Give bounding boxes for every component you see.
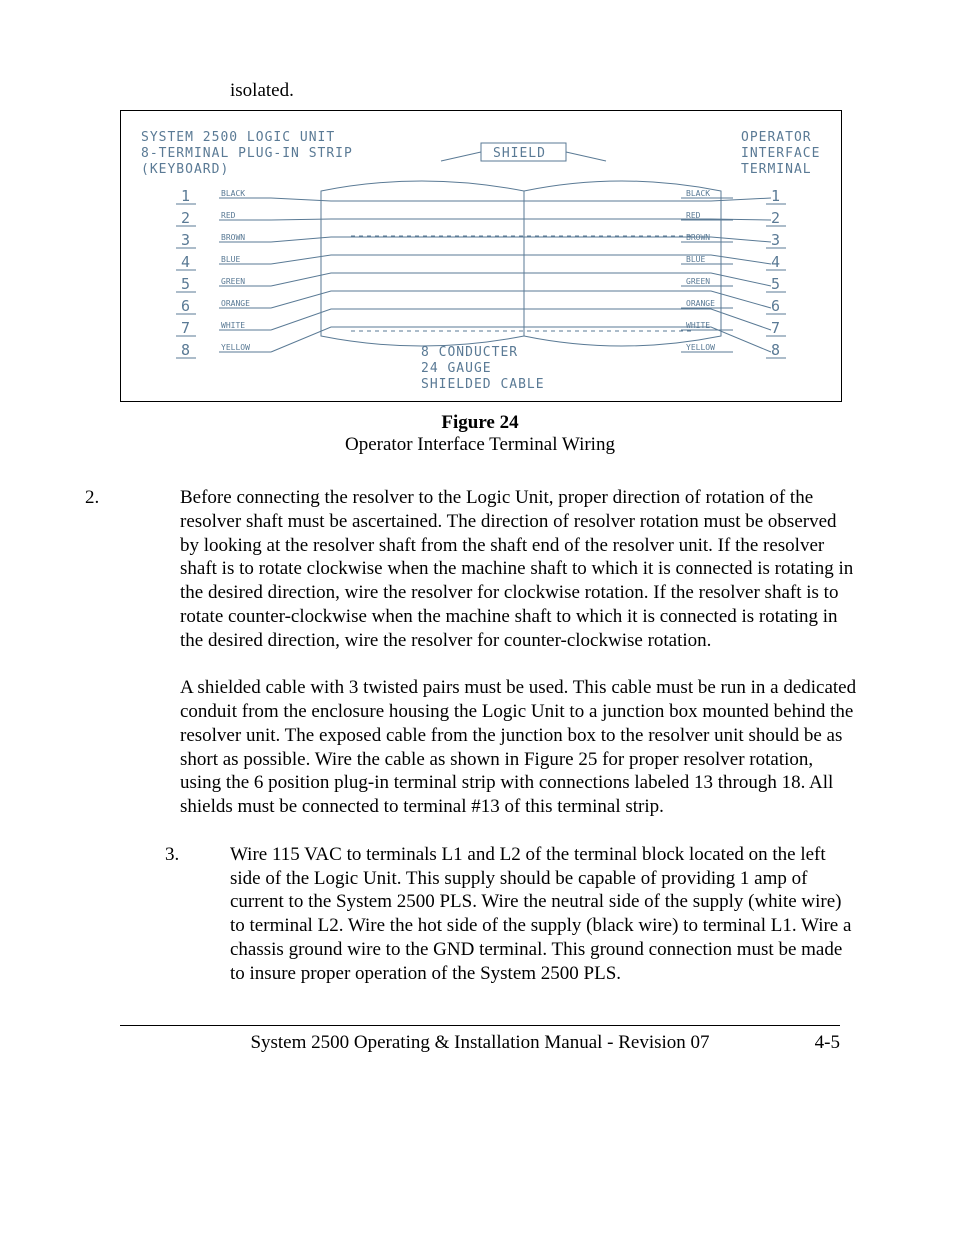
figure-title: Operator Interface Terminal Wiring bbox=[345, 434, 615, 455]
terminal-left-4: 4 bbox=[181, 253, 190, 271]
wiring-figure: SYSTEM 2500 LOGIC UNIT 8-TERMINAL PLUG-I… bbox=[120, 110, 842, 402]
wiring-svg: SYSTEM 2500 LOGIC UNIT 8-TERMINAL PLUG-I… bbox=[121, 111, 841, 401]
item-number: 2. bbox=[85, 486, 180, 819]
fig-left-header-2: 8-TERMINAL PLUG-IN STRIP bbox=[141, 146, 353, 161]
paragraph: Before connecting the resolver to the Lo… bbox=[180, 486, 859, 652]
page-footer: System 2500 Operating & Installation Man… bbox=[120, 1032, 840, 1054]
terminal-right-7: 7 bbox=[771, 319, 780, 337]
center-label-2: 24 GAUGE bbox=[421, 361, 492, 376]
fig-right-header-2: INTERFACE bbox=[741, 146, 820, 161]
terminal-right-4: 4 bbox=[771, 253, 780, 271]
wire-label-left-2: RED bbox=[221, 211, 236, 220]
paragraph: A shielded cable with 3 twisted pairs mu… bbox=[180, 676, 859, 819]
wire-label-left-6: ORANGE bbox=[221, 299, 250, 308]
paragraph: Wire 115 VAC to terminals L1 and L2 of t… bbox=[230, 843, 859, 986]
wire-label-right-3: BROWN bbox=[686, 233, 710, 242]
wire-label-right-7: WHITE bbox=[686, 321, 710, 330]
wire-label-left-8: YELLOW bbox=[221, 343, 250, 352]
terminal-left-8: 8 bbox=[181, 341, 190, 359]
wire-label-left-4: BLUE bbox=[221, 255, 240, 264]
page: isolated. SYSTEM 2500 LOGIC UNIT 8-TERMI… bbox=[0, 0, 954, 1235]
numbered-item-3: 3.Wire 115 VAC to terminals L1 and L2 of… bbox=[135, 843, 859, 986]
terminal-left-3: 3 bbox=[181, 231, 190, 249]
terminal-left-2: 2 bbox=[181, 209, 190, 227]
center-label-3: SHIELDED CABLE bbox=[421, 377, 545, 392]
terminal-left-1: 1 bbox=[181, 187, 190, 205]
wire-label-right-1: BLACK bbox=[686, 189, 710, 198]
wire-label-left-3: BROWN bbox=[221, 233, 245, 242]
terminal-right-8: 8 bbox=[771, 341, 780, 359]
wire-label-right-2: RED bbox=[686, 211, 701, 220]
terminal-right-2: 2 bbox=[771, 209, 780, 227]
item-text: Wire 115 VAC to terminals L1 and L2 of t… bbox=[230, 843, 859, 986]
wire-label-right-6: ORANGE bbox=[686, 299, 715, 308]
wire-label-right-5: GREEN bbox=[686, 277, 710, 286]
footer-rule bbox=[120, 1025, 840, 1026]
terminal-left-5: 5 bbox=[181, 275, 190, 293]
terminal-right-1: 1 bbox=[771, 187, 780, 205]
wire-label-right-4: BLUE bbox=[686, 255, 705, 264]
fig-right-header-1: OPERATOR bbox=[741, 130, 812, 145]
terminal-left-6: 6 bbox=[181, 297, 190, 315]
fig-right-header-3: TERMINAL bbox=[741, 162, 812, 177]
wire-label-left-1: BLACK bbox=[221, 189, 245, 198]
terminal-right-3: 3 bbox=[771, 231, 780, 249]
wire-label-left-5: GREEN bbox=[221, 277, 245, 286]
fig-left-header-3: (KEYBOARD) bbox=[141, 162, 229, 177]
footer-title: System 2500 Operating & Installation Man… bbox=[120, 1032, 780, 1054]
center-label-1: 8 CONDUCTER bbox=[421, 345, 518, 360]
figure-number: Figure 24 bbox=[441, 412, 518, 433]
figure-caption: Figure 24 Operator Interface Terminal Wi… bbox=[120, 412, 840, 456]
numbered-item-2: 2.Before connecting the resolver to the … bbox=[135, 486, 859, 819]
terminal-left-7: 7 bbox=[181, 319, 190, 337]
item-text: Before connecting the resolver to the Lo… bbox=[180, 486, 859, 819]
item-number: 3. bbox=[165, 843, 230, 986]
wire-label-left-7: WHITE bbox=[221, 321, 245, 330]
terminal-right-6: 6 bbox=[771, 297, 780, 315]
shield-left-outline bbox=[321, 181, 524, 346]
terminal-right-5: 5 bbox=[771, 275, 780, 293]
footer-page: 4-5 bbox=[780, 1032, 840, 1054]
wire-label-right-8: YELLOW bbox=[686, 343, 715, 352]
orphan-text: isolated. bbox=[230, 80, 859, 102]
shield-label: SHIELD bbox=[493, 146, 546, 161]
fig-left-header-1: SYSTEM 2500 LOGIC UNIT bbox=[141, 130, 335, 145]
